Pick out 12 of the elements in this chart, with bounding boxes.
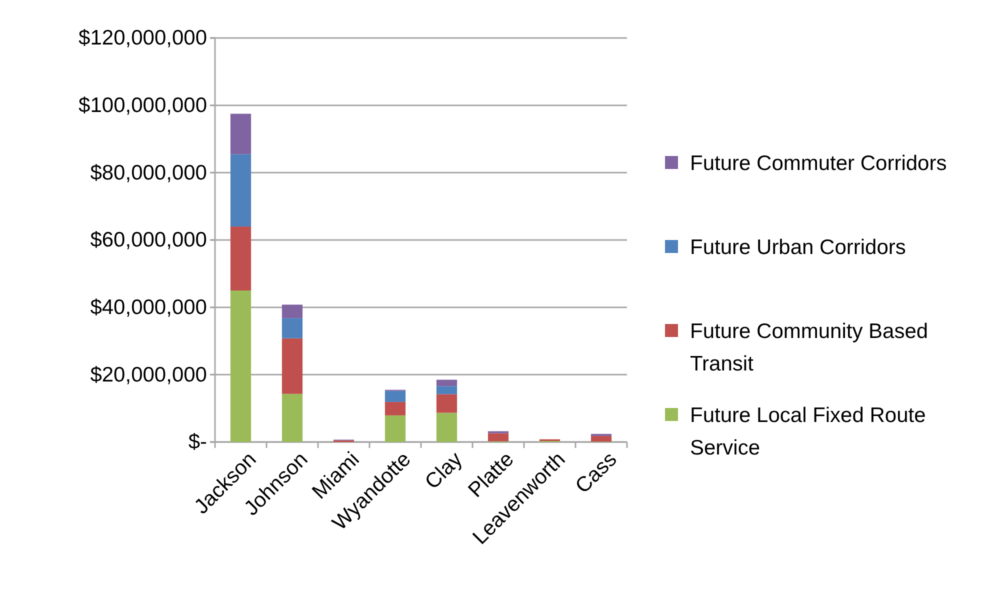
x-tick-label: Clay: [420, 447, 468, 494]
y-tick-label: $120,000,000: [78, 26, 207, 50]
y-tick-label: $40,000,000: [90, 296, 207, 320]
y-tick-label: $20,000,000: [90, 363, 207, 386]
y-tick-label: $80,000,000: [90, 161, 207, 184]
legend-label: Future Community Based Transit: [690, 320, 928, 376]
legend-label: Future Urban Corridors: [690, 236, 906, 259]
legend-label: Future Commuter Corridors: [690, 152, 947, 175]
y-tick-label: $60,000,000: [90, 228, 207, 252]
y-tick-label: $-: [188, 430, 207, 454]
y-tick-label: $100,000,000: [78, 94, 207, 118]
legend-label: Future Local Fixed Route Service: [690, 404, 926, 460]
